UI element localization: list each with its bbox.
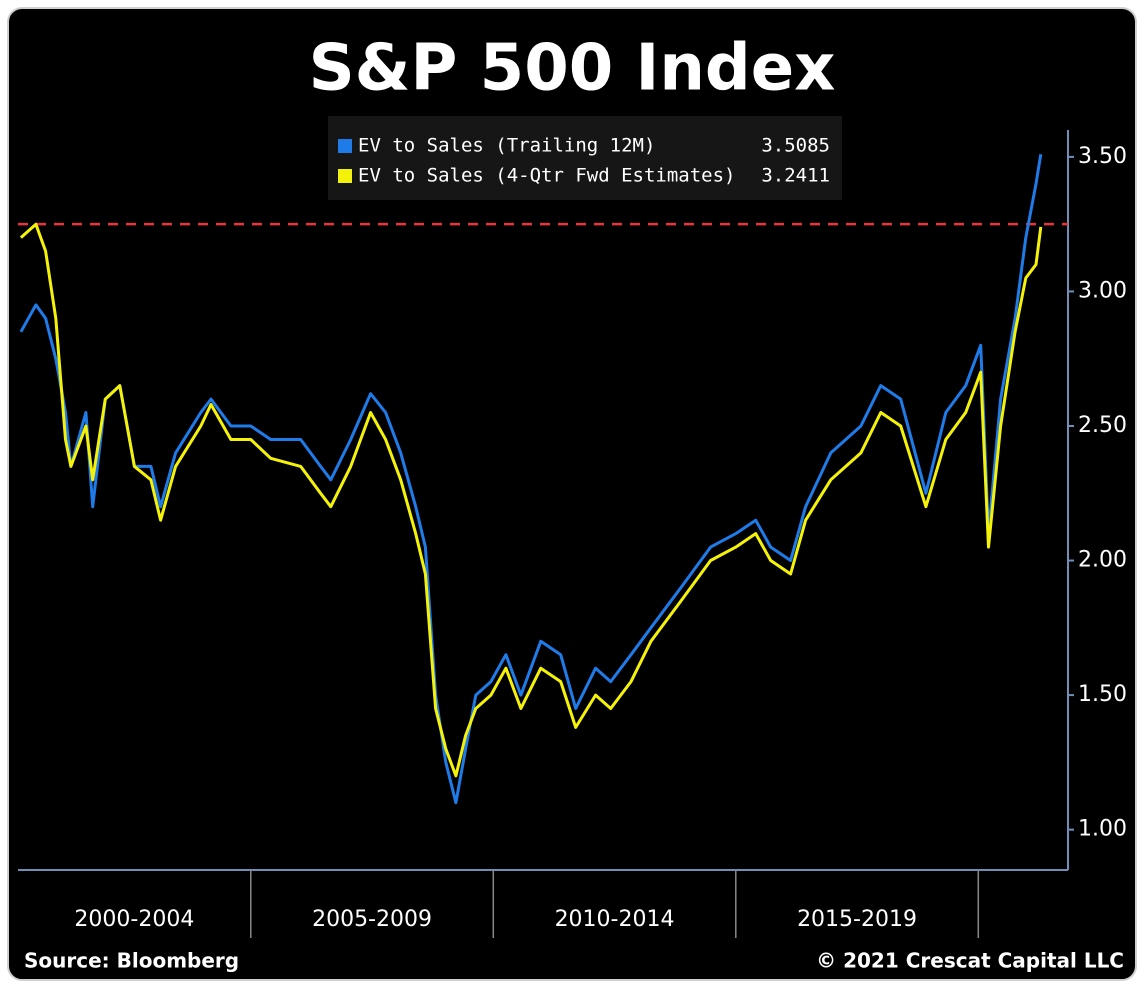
legend-label: EV to Sales (4-Qtr Fwd Estimates)	[358, 165, 736, 187]
legend-swatch	[338, 169, 352, 183]
y-tick-label: 2.50	[1078, 413, 1127, 438]
copyright: © 2021 Crescat Capital LLC	[816, 949, 1124, 973]
y-tick-label: 1.50	[1078, 682, 1127, 707]
legend-value: 3.2411	[761, 165, 830, 187]
chart-title: S&P 500 Index	[309, 32, 836, 106]
period-label: 2010-2014	[555, 907, 675, 932]
y-tick-label: 2.00	[1078, 548, 1127, 573]
y-tick-label: 3.00	[1078, 278, 1127, 303]
legend-swatch	[338, 139, 352, 153]
period-label: 2000-2004	[74, 907, 194, 932]
series-line	[19, 222, 1043, 778]
legend-label: EV to Sales (Trailing 12M)	[358, 135, 655, 157]
y-tick-label: 1.00	[1078, 817, 1127, 842]
period-label: 2015-2019	[797, 907, 917, 932]
legend-box	[328, 116, 842, 200]
legend-value: 3.5085	[761, 135, 830, 157]
period-label: 2005-2009	[312, 907, 432, 932]
chart-frame	[7, 7, 1137, 981]
source: Source: Bloomberg	[24, 949, 239, 973]
y-tick-label: 3.50	[1078, 144, 1127, 169]
